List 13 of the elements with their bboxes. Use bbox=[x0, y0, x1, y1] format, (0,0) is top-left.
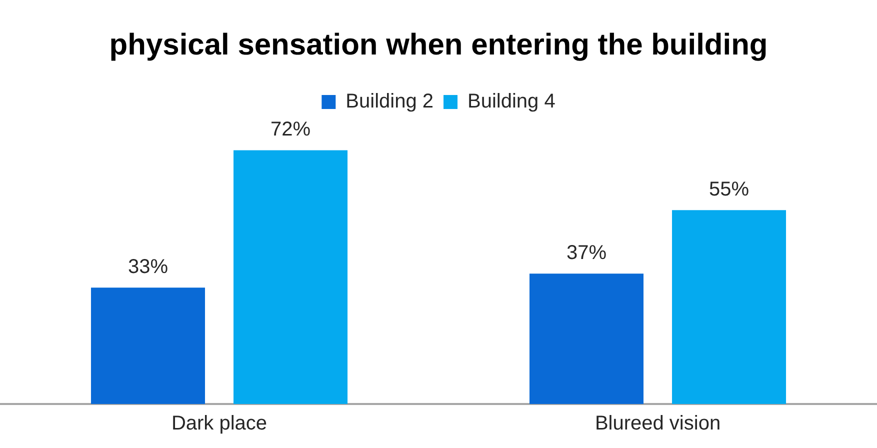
legend-label: Building 2 bbox=[346, 90, 434, 113]
data-label: 55% bbox=[708, 178, 750, 201]
bar bbox=[529, 274, 644, 404]
data-label: 33% bbox=[128, 256, 168, 278]
chart-title: physical sensation when entering the building bbox=[109, 28, 768, 62]
x-tick-label: Dark place bbox=[171, 412, 268, 435]
bar bbox=[234, 150, 348, 404]
data-label: 37% bbox=[566, 242, 607, 264]
legend-label: Building 4 bbox=[468, 90, 556, 113]
bar bbox=[90, 288, 205, 404]
data-label: 72% bbox=[270, 118, 311, 141]
x-tick-label: Blureed vision bbox=[594, 412, 721, 435]
bar bbox=[672, 210, 786, 404]
